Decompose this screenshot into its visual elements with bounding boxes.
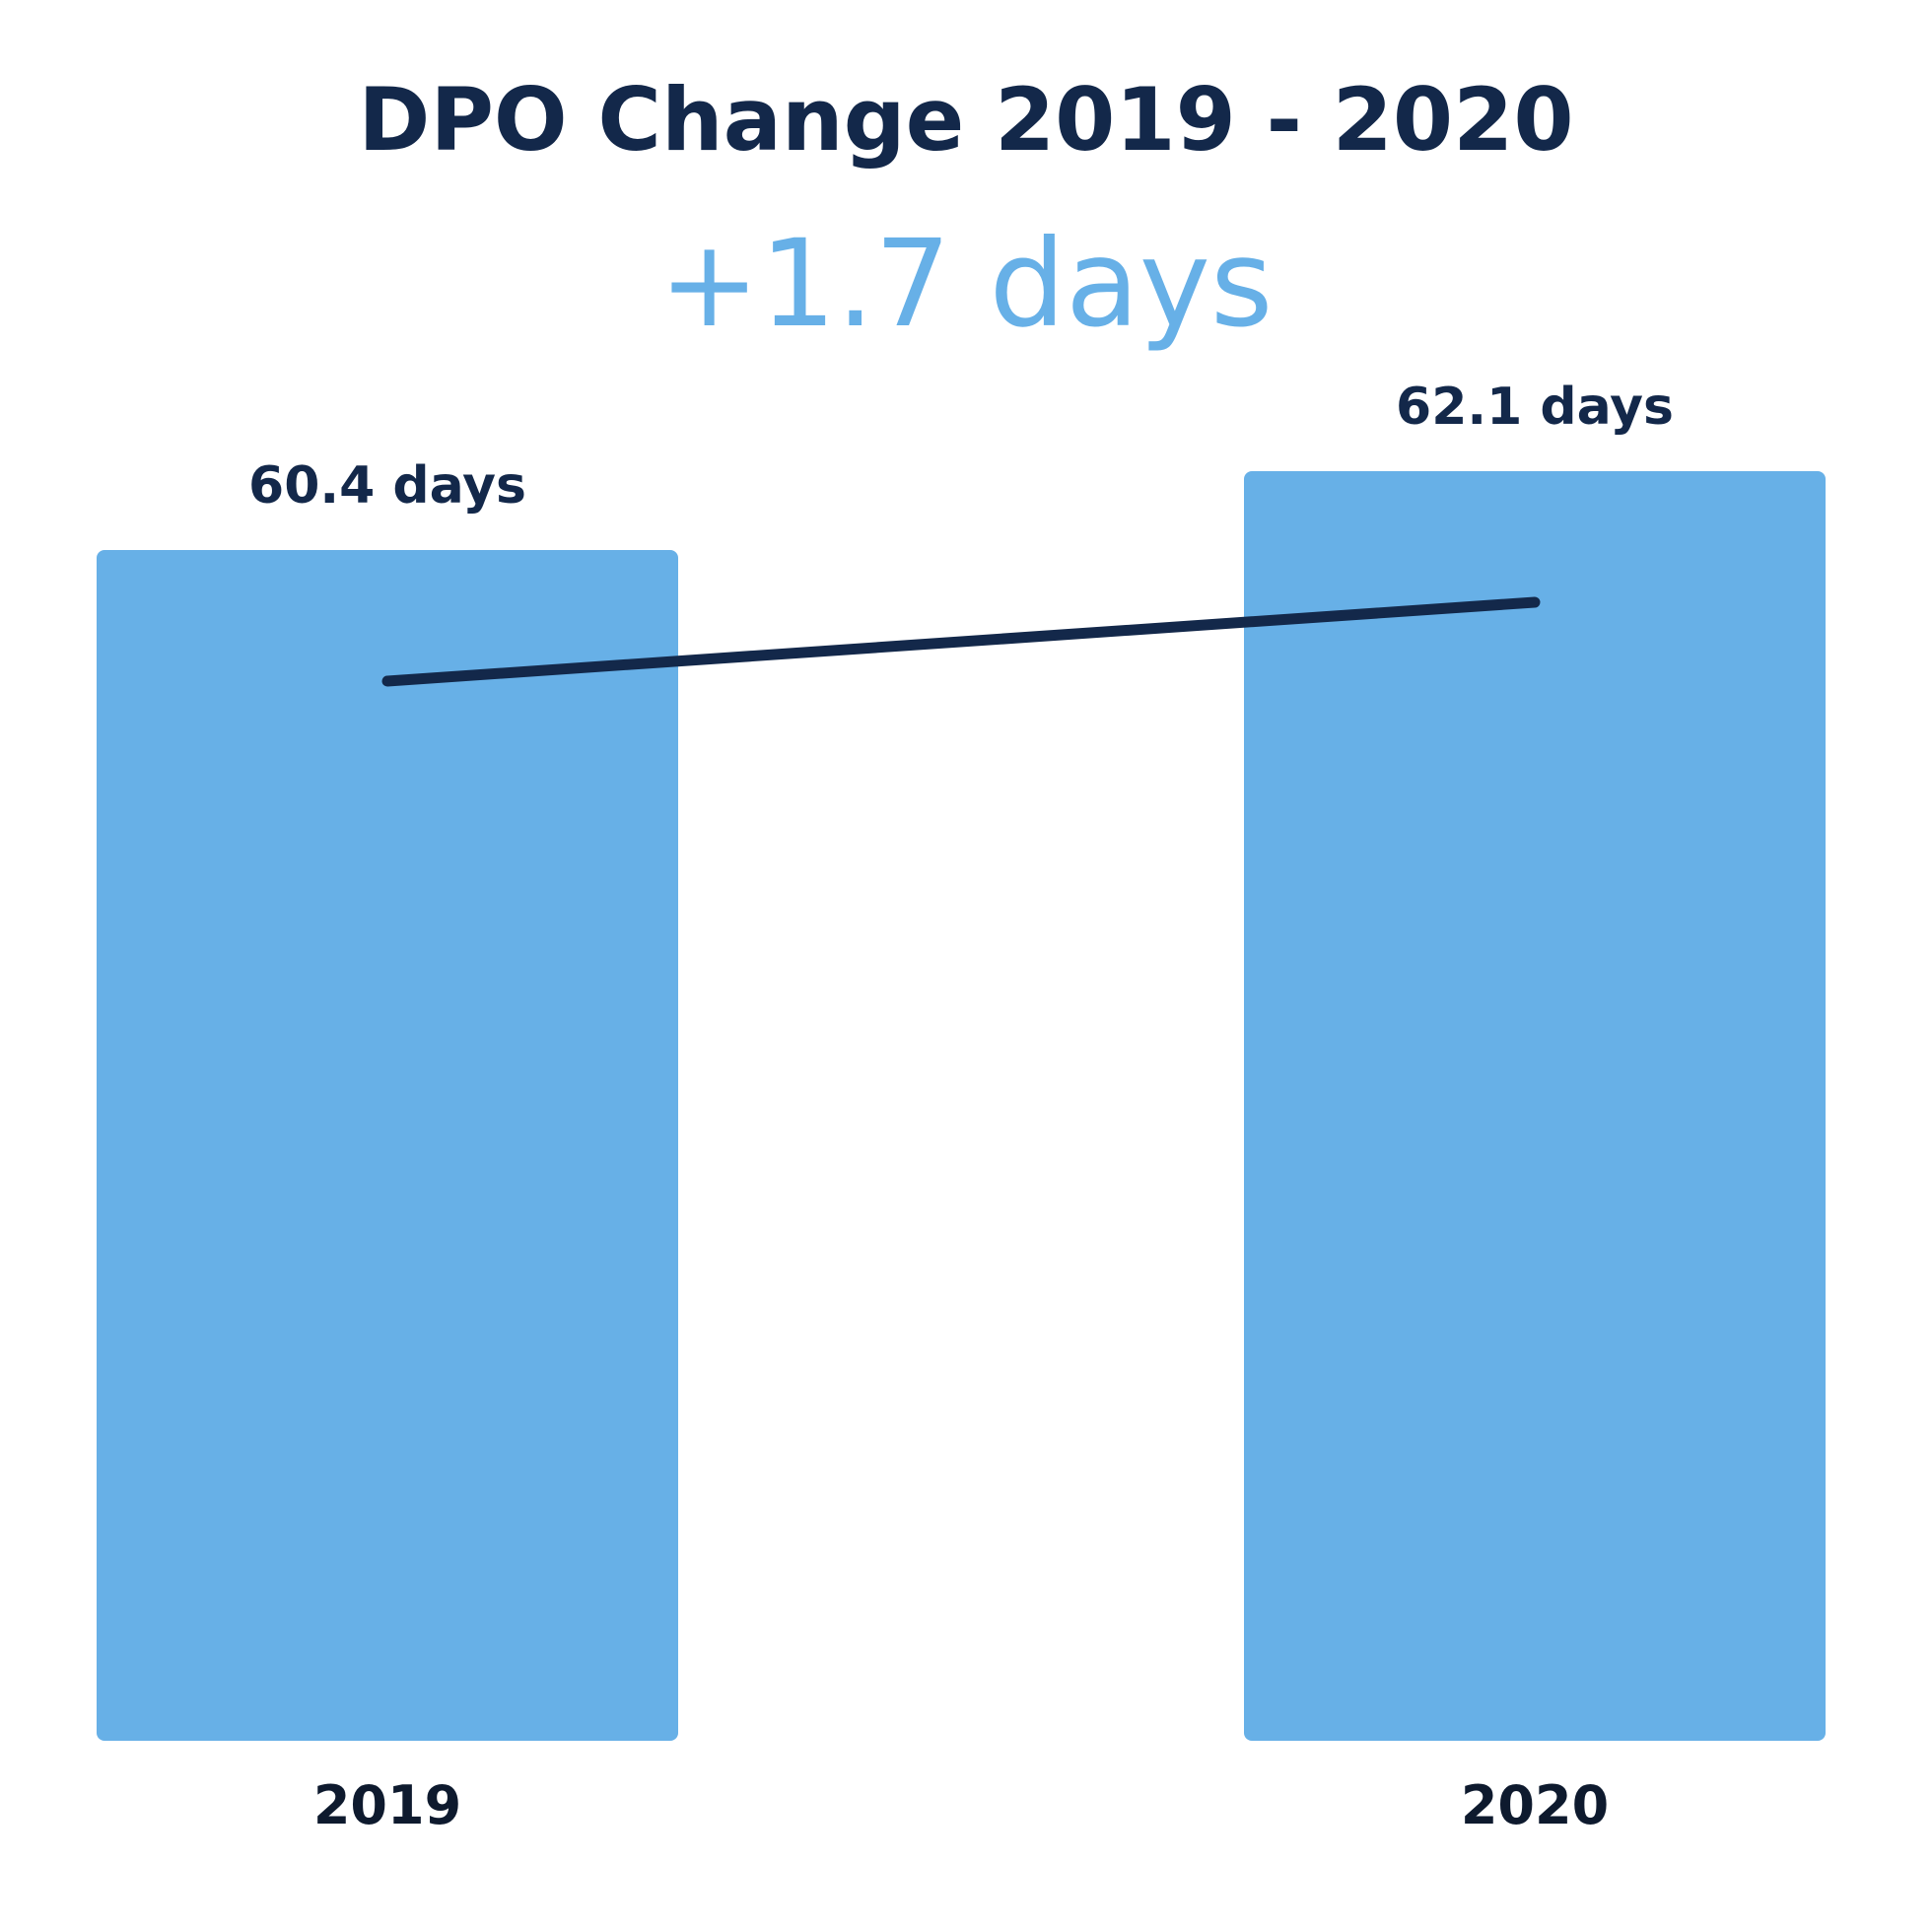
x-axis-ticks: 2019 2020 [313,1774,1609,1836]
data-label-2020: 62.1 days [1396,378,1674,437]
chart-title: DPO Change 2019 - 2020 [358,69,1573,171]
bars-group [97,470,1826,1741]
trend-line [381,596,1541,687]
trend-line-group [381,596,1541,687]
bar-2019 [97,550,678,1741]
data-label-2019: 60.4 days [248,456,526,516]
data-labels-group: 60.4 days 62.1 days [248,378,1674,516]
chart-subtitle: +1.7 days [659,214,1274,354]
bar-2020 [1244,470,1826,1741]
x-tick-label-2019: 2019 [313,1774,461,1836]
x-tick-label-2020: 2020 [1461,1774,1609,1836]
